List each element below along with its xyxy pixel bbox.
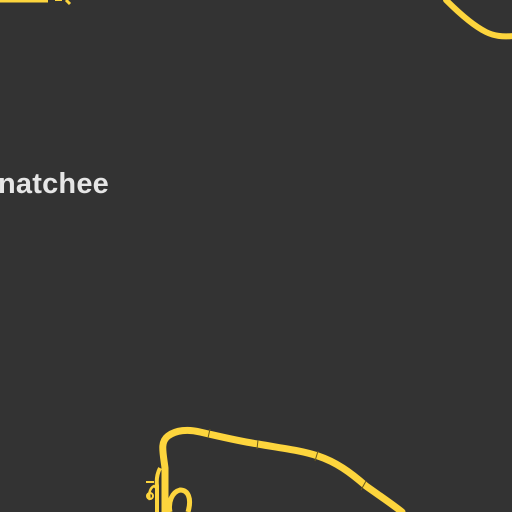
road-segment-top-right: [443, 0, 512, 40]
road-segment-top-left: [0, 0, 72, 6]
road-segment-bottom-highway: [159, 426, 406, 512]
road-interchange-bottom: [146, 467, 193, 512]
place-label[interactable]: natchee: [0, 168, 109, 200]
